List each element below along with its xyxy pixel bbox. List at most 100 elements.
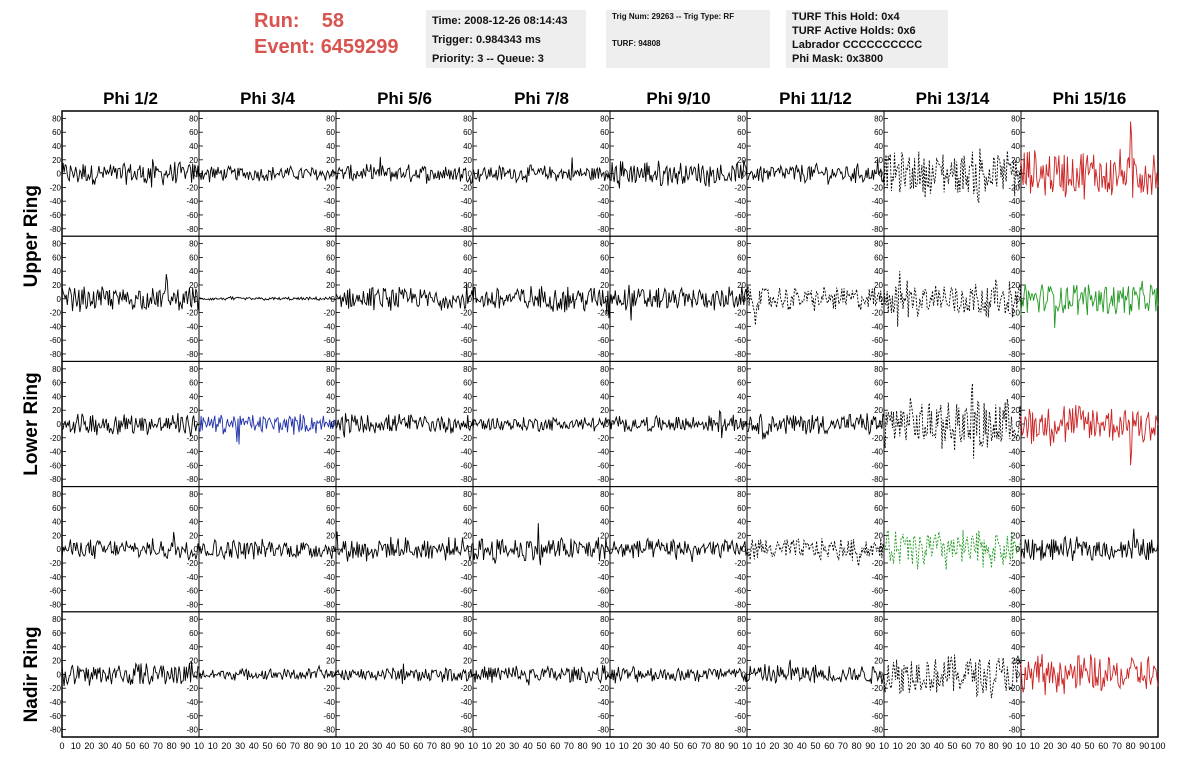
y-tick-label: 20 bbox=[874, 156, 883, 165]
y-tick-label: -20 bbox=[460, 309, 472, 318]
y-tick-label: 80 bbox=[189, 490, 198, 499]
y-tick-label: 20 bbox=[189, 156, 198, 165]
y-tick-label: -60 bbox=[49, 211, 61, 220]
waveform-trace bbox=[61, 531, 200, 561]
y-tick-label: -60 bbox=[186, 712, 198, 721]
y-tick-label: 80 bbox=[326, 490, 335, 499]
y-tick-label: -20 bbox=[460, 559, 472, 568]
y-tick-label: -40 bbox=[323, 698, 335, 707]
y-tick-label: -20 bbox=[734, 183, 746, 192]
y-tick-label: -60 bbox=[871, 461, 883, 470]
y-tick-label: 0 bbox=[742, 170, 747, 179]
y-tick-label: 60 bbox=[189, 379, 198, 388]
y-tick-label: 80 bbox=[737, 490, 746, 499]
y-tick-label: -20 bbox=[460, 183, 472, 192]
y-tick-label: 20 bbox=[600, 406, 609, 415]
y-tick-label: 40 bbox=[189, 643, 198, 652]
x-tick-label: 60 bbox=[824, 741, 834, 751]
y-tick-label: -20 bbox=[734, 684, 746, 693]
y-tick-label: -80 bbox=[49, 726, 61, 735]
y-tick-label: 60 bbox=[1011, 253, 1020, 262]
y-tick-label: 0 bbox=[331, 295, 336, 304]
y-tick-label: 60 bbox=[874, 128, 883, 137]
y-tick-label: 0 bbox=[742, 670, 747, 679]
y-tick-label: -20 bbox=[186, 684, 198, 693]
run-value: 58 bbox=[321, 10, 345, 32]
y-tick-label: 0 bbox=[194, 670, 199, 679]
waveform-trace bbox=[747, 413, 885, 440]
y-tick-label: -20 bbox=[597, 434, 609, 443]
waveform-trace bbox=[1020, 280, 1159, 329]
y-tick-label: 0 bbox=[605, 545, 610, 554]
y-tick-label: 0 bbox=[879, 670, 884, 679]
y-tick-label: 40 bbox=[326, 643, 335, 652]
y-tick-label: 60 bbox=[737, 128, 746, 137]
y-tick-label: 40 bbox=[874, 392, 883, 401]
y-tick-label: -60 bbox=[49, 461, 61, 470]
x-tick-label: 90 bbox=[1139, 741, 1149, 751]
y-tick-label: 60 bbox=[1011, 629, 1020, 638]
column-title: Phi 13/14 bbox=[916, 89, 990, 108]
y-tick-label: -40 bbox=[323, 322, 335, 331]
x-tick-label: 0 bbox=[59, 741, 64, 751]
y-tick-label: 60 bbox=[463, 379, 472, 388]
y-tick-label: 60 bbox=[326, 253, 335, 262]
y-tick-label: -20 bbox=[1008, 684, 1020, 693]
y-tick-label: 20 bbox=[874, 281, 883, 290]
y-tick-label: -20 bbox=[734, 559, 746, 568]
x-tick-label: 20 bbox=[906, 741, 916, 751]
y-tick-label: 60 bbox=[52, 253, 61, 262]
y-tick-label: -20 bbox=[871, 434, 883, 443]
y-tick-label: 20 bbox=[463, 281, 472, 290]
y-tick-label: 20 bbox=[189, 281, 198, 290]
y-tick-label: 60 bbox=[737, 504, 746, 513]
x-tick-label: 100 bbox=[1150, 741, 1165, 751]
y-tick-label: 80 bbox=[326, 240, 335, 249]
y-tick-label: 60 bbox=[1011, 379, 1020, 388]
y-tick-label: 0 bbox=[605, 670, 610, 679]
waveform-trace bbox=[746, 286, 885, 326]
y-tick-label: 80 bbox=[326, 114, 335, 123]
y-tick-label: 60 bbox=[737, 253, 746, 262]
x-tick-label: 80 bbox=[304, 741, 314, 751]
y-tick-label: -20 bbox=[460, 684, 472, 693]
y-tick-label: 80 bbox=[189, 365, 198, 374]
waveform-trace bbox=[1020, 404, 1159, 466]
y-tick-label: -60 bbox=[323, 211, 335, 220]
y-tick-label: 60 bbox=[600, 504, 609, 513]
y-tick-label: 40 bbox=[1011, 142, 1020, 151]
y-tick-label: 80 bbox=[1011, 114, 1020, 123]
y-tick-label: -20 bbox=[49, 183, 61, 192]
y-tick-label: 60 bbox=[52, 379, 61, 388]
y-tick-label: -40 bbox=[734, 448, 746, 457]
y-tick-label: 40 bbox=[1011, 267, 1020, 276]
x-tick-label: 60 bbox=[1098, 741, 1108, 751]
y-tick-label: -60 bbox=[871, 336, 883, 345]
waveform-trace bbox=[1020, 528, 1159, 562]
x-tick-label: 90 bbox=[728, 741, 738, 751]
y-tick-label: 40 bbox=[326, 518, 335, 527]
x-tick-label: 90 bbox=[454, 741, 464, 751]
y-tick-label: 40 bbox=[600, 392, 609, 401]
ring-label: Upper Ring bbox=[21, 185, 42, 287]
y-tick-label: 80 bbox=[1011, 365, 1020, 374]
y-tick-label: 0 bbox=[57, 295, 62, 304]
y-tick-label: 80 bbox=[737, 240, 746, 249]
y-tick-label: -60 bbox=[186, 587, 198, 596]
y-tick-label: 60 bbox=[52, 504, 61, 513]
y-tick-label: -80 bbox=[597, 350, 609, 359]
x-tick-label: 50 bbox=[1084, 741, 1094, 751]
y-tick-label: 80 bbox=[52, 365, 61, 374]
y-tick-label: 20 bbox=[463, 657, 472, 666]
y-tick-label: 40 bbox=[600, 643, 609, 652]
trig-num-line: Trig Num: 29263 -- Trig Type: RF bbox=[612, 12, 735, 21]
y-tick-label: 20 bbox=[1011, 281, 1020, 290]
y-tick-label: -20 bbox=[1008, 434, 1020, 443]
y-tick-label: 20 bbox=[1011, 657, 1020, 666]
y-tick-label: -20 bbox=[1008, 183, 1020, 192]
y-tick-label: -60 bbox=[323, 712, 335, 721]
phi-mask-line: Phi Mask: 0x3800 bbox=[792, 53, 884, 65]
y-tick-label: 60 bbox=[326, 128, 335, 137]
waveform-trace bbox=[609, 284, 748, 321]
y-tick-label: -60 bbox=[734, 336, 746, 345]
